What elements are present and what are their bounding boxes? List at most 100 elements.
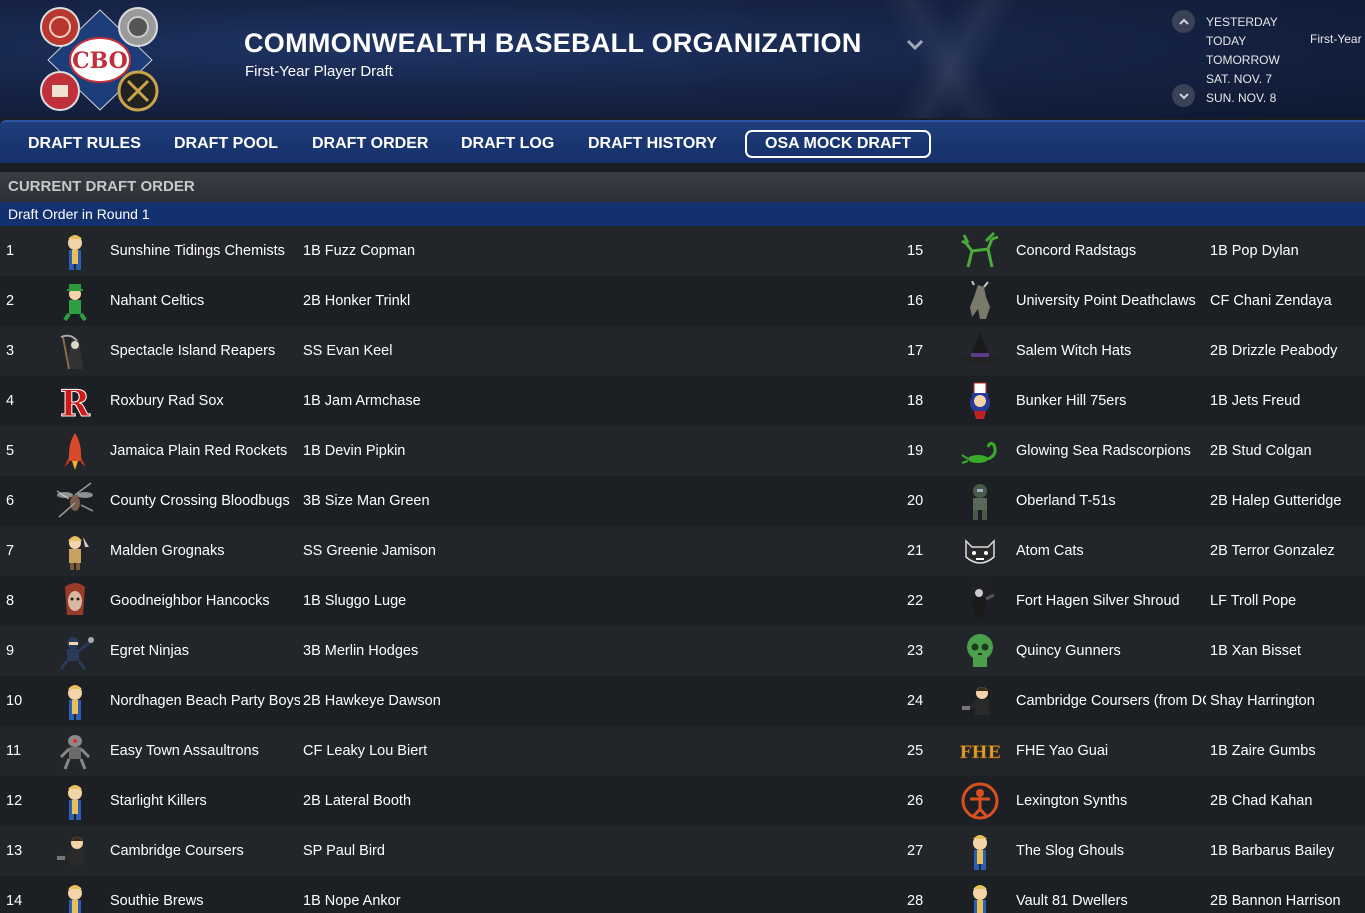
ghoul-icon[interactable]: [55, 581, 95, 621]
player-name-link[interactable]: Shay Harrington: [1210, 693, 1315, 709]
team-name-link[interactable]: Concord Radstags: [1016, 243, 1137, 259]
player-name-link[interactable]: 2B Hawkeye Dawson: [303, 693, 441, 709]
vault-boy-icon[interactable]: [55, 681, 95, 721]
player-name-link[interactable]: CF Leaky Lou Biert: [303, 743, 428, 759]
team-name-link[interactable]: Nahant Celtics: [110, 293, 205, 309]
scorpion-icon[interactable]: [960, 431, 1000, 471]
tab-draft-history[interactable]: DRAFT HISTORY: [588, 135, 717, 152]
pick-number: 11: [6, 743, 22, 759]
team-name-link[interactable]: Nordhagen Beach Party Boys: [110, 693, 300, 709]
tab-draft-order[interactable]: DRAFT ORDER: [312, 135, 429, 152]
player-name-link[interactable]: 2B Chad Kahan: [1210, 793, 1313, 809]
rocket-icon[interactable]: [55, 431, 95, 471]
fhe-text-icon[interactable]: FHE: [959, 731, 1001, 771]
player-name-link[interactable]: 2B Stud Colgan: [1210, 443, 1312, 459]
team-name-link[interactable]: Cambridge Coursers: [110, 843, 244, 859]
vault-boy-icon[interactable]: [960, 831, 1000, 871]
team-name-link[interactable]: Quincy Gunners: [1016, 643, 1121, 659]
team-name-link[interactable]: Egret Ninjas: [110, 643, 189, 659]
team-name-link[interactable]: Goodneighbor Hancocks: [110, 593, 270, 609]
date-item-sat[interactable]: SAT. NOV. 7: [1206, 72, 1273, 86]
leprechaun-icon[interactable]: [55, 281, 95, 322]
team-name-link[interactable]: County Crossing Bloodbugs: [110, 493, 290, 509]
player-name-link[interactable]: SS Greenie Jamison: [303, 543, 436, 559]
synth-icon[interactable]: [960, 781, 1000, 821]
team-name-link[interactable]: Jamaica Plain Red Rockets: [110, 443, 288, 459]
player-name-link[interactable]: 2B Terror Gonzalez: [1210, 543, 1335, 559]
bloodbug-icon[interactable]: [55, 481, 95, 521]
team-name-link[interactable]: Spectacle Island Reapers: [110, 343, 276, 359]
date-item-tomorrow[interactable]: TOMORROW: [1206, 53, 1280, 67]
date-item-today[interactable]: TODAY: [1206, 34, 1247, 48]
player-name-link[interactable]: 2B Drizzle Peabody: [1210, 343, 1338, 359]
player-name-link[interactable]: 2B Bannon Harrison: [1210, 893, 1341, 909]
team-name-link[interactable]: Glowing Sea Radscorpions: [1016, 443, 1191, 459]
radstag-icon[interactable]: [960, 231, 1000, 271]
player-name-link[interactable]: 1B Pop Dylan: [1210, 243, 1299, 259]
team-name-link[interactable]: Starlight Killers: [110, 793, 207, 809]
skull-icon[interactable]: [960, 631, 1000, 671]
team-name-link[interactable]: Sunshine Tidings Chemists: [110, 243, 285, 259]
team-name-link[interactable]: Roxbury Rad Sox: [110, 393, 224, 409]
player-name-link[interactable]: 1B Xan Bisset: [1210, 643, 1302, 659]
vault-boy-icon[interactable]: [55, 231, 95, 271]
ninja-icon[interactable]: [55, 631, 95, 671]
date-item-yesterday[interactable]: YESTERDAY: [1206, 15, 1278, 29]
player-name-link[interactable]: 2B Halep Gutteridge: [1210, 493, 1342, 509]
team-name-link[interactable]: Cambridge Coursers (from DC: [1016, 693, 1206, 709]
date-item-sun[interactable]: SUN. NOV. 8: [1206, 91, 1277, 105]
tab-draft-rules[interactable]: DRAFT RULES: [28, 135, 141, 152]
team-name-link[interactable]: University Point Deathclaws: [1016, 293, 1196, 309]
team-name-link[interactable]: Bunker Hill 75ers: [1016, 393, 1127, 409]
team-name-link[interactable]: Oberland T-51s: [1016, 493, 1116, 509]
team-name-link[interactable]: Salem Witch Hats: [1016, 343, 1132, 359]
tab-draft-pool[interactable]: DRAFT POOL: [174, 135, 278, 152]
robot-icon[interactable]: [55, 731, 95, 771]
power-armor-icon[interactable]: [960, 481, 1000, 521]
team-name-link[interactable]: Fort Hagen Silver Shroud: [1016, 593, 1180, 609]
team-name-link[interactable]: The Slog Ghouls: [1016, 843, 1125, 859]
player-name-link[interactable]: LF Troll Pope: [1210, 593, 1297, 609]
tab-draft-log[interactable]: DRAFT LOG: [461, 135, 555, 152]
letter-r-icon[interactable]: R: [55, 381, 95, 426]
vault-boy-icon[interactable]: [55, 781, 95, 821]
reaper-icon[interactable]: [55, 331, 95, 371]
team-name-link[interactable]: Easy Town Assaultrons: [110, 743, 259, 759]
uncle-sam-icon[interactable]: [960, 381, 1000, 421]
event-label[interactable]: First-Year: [1310, 32, 1362, 46]
vault-boy-icon[interactable]: [960, 881, 1000, 913]
witch-hat-icon[interactable]: [960, 331, 1000, 371]
barbarian-icon[interactable]: [55, 531, 95, 571]
player-name-link[interactable]: CF Chani Zendaya: [1210, 293, 1332, 309]
team-name-link[interactable]: Lexington Synths: [1016, 793, 1128, 809]
player-name-link[interactable]: 1B Fuzz Copman: [303, 243, 416, 259]
team-name-link[interactable]: Southie Brews: [110, 893, 204, 909]
player-name-link[interactable]: 1B Barbarus Bailey: [1210, 843, 1335, 859]
player-name-link[interactable]: 3B Merlin Hodges: [303, 643, 419, 659]
team-name-link[interactable]: Malden Grognaks: [110, 543, 225, 559]
tab-osa-mock-draft[interactable]: OSA MOCK DRAFT: [745, 130, 932, 158]
player-name-link[interactable]: 1B Zaire Gumbs: [1210, 743, 1316, 759]
player-name-link[interactable]: 1B Jam Armchase: [303, 393, 421, 409]
vault-boy-icon[interactable]: [55, 881, 95, 913]
silver-shroud-icon[interactable]: [960, 581, 1000, 621]
courser-icon[interactable]: [960, 681, 1000, 721]
player-name-link[interactable]: 2B Lateral Booth: [303, 793, 412, 809]
deathclaw-icon[interactable]: [960, 280, 1000, 321]
player-name-link[interactable]: 1B Sluggo Luge: [303, 593, 407, 609]
chevron-down-icon[interactable]: [906, 38, 924, 52]
player-name-link[interactable]: 1B Jets Freud: [1210, 393, 1301, 409]
team-name-link[interactable]: Atom Cats: [1016, 543, 1084, 559]
player-name-link[interactable]: 1B Nope Ankor: [303, 893, 401, 909]
team-name-link[interactable]: FHE Yao Guai: [1016, 743, 1109, 759]
cat-icon[interactable]: [960, 531, 1000, 571]
player-name-link[interactable]: 1B Devin Pipkin: [303, 443, 406, 459]
chevron-up-icon[interactable]: [1172, 10, 1195, 33]
player-name-link[interactable]: SS Evan Keel: [303, 343, 393, 359]
courser-icon[interactable]: [55, 831, 95, 871]
player-name-link[interactable]: SP Paul Bird: [303, 843, 385, 859]
chevron-down-icon[interactable]: [1172, 84, 1195, 107]
player-name-link[interactable]: 2B Honker Trinkl: [303, 293, 411, 309]
player-name-link[interactable]: 3B Size Man Green: [303, 493, 430, 509]
team-name-link[interactable]: Vault 81 Dwellers: [1016, 893, 1128, 909]
